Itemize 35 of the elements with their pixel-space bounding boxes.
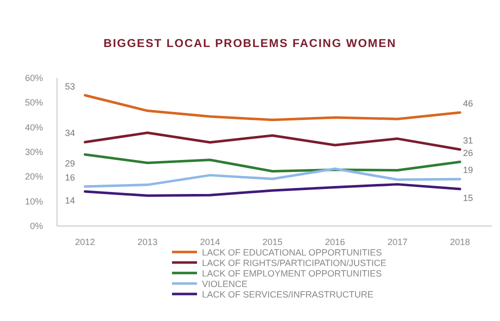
- x-tick-label: 2017: [387, 237, 408, 247]
- data-label: 53: [64, 81, 75, 92]
- data-label: 15: [462, 193, 474, 203]
- line-series: [84, 168, 462, 188]
- chart-title: BIGGEST LOCAL PROBLEMS FACING WOMEN: [104, 38, 396, 50]
- x-tick-label: 2016: [324, 237, 346, 247]
- data-label: 29: [64, 158, 75, 168]
- data-label: 19: [462, 165, 474, 176]
- x-tick-label: 2015: [262, 237, 283, 247]
- line-series: [84, 94, 462, 122]
- y-tick-label: 0%: [30, 221, 43, 231]
- y-tick-label: 40%: [24, 122, 43, 132]
- data-label: 31: [462, 136, 474, 146]
- line-series: [84, 132, 462, 151]
- legend-label: LACK OF EDUCATIONAL OPPORTUNITIES: [202, 248, 382, 258]
- x-tick-label: 2018: [450, 237, 470, 247]
- y-tick-label: 30%: [24, 147, 43, 157]
- data-label: 34: [64, 128, 75, 138]
- data-label: 14: [64, 195, 75, 206]
- legend-label: LACK OF RIGHTS/PARTICIPATION/JUSTICE: [202, 258, 386, 268]
- line-series: [84, 183, 462, 197]
- x-tick-label: 2012: [74, 237, 96, 247]
- legend-label: LACK OF SERVICES/INFRASTRUCTURE: [202, 290, 374, 300]
- x-tick-label: 2013: [137, 237, 158, 247]
- data-label: 16: [64, 172, 75, 183]
- line-series: [84, 153, 462, 172]
- x-tick-label: 2014: [200, 237, 220, 247]
- y-tick-label: 50%: [24, 98, 43, 108]
- data-label: 46: [462, 98, 474, 109]
- data-label: 26: [462, 148, 474, 158]
- y-tick-label: 20%: [24, 172, 43, 182]
- legend-label: VIOLENCE: [202, 279, 248, 289]
- y-tick-label: 10%: [24, 196, 43, 206]
- legend-label: LACK OF EMPLOYMENT OPPORTUNITIES: [202, 268, 382, 278]
- y-tick-label: 60%: [24, 73, 43, 83]
